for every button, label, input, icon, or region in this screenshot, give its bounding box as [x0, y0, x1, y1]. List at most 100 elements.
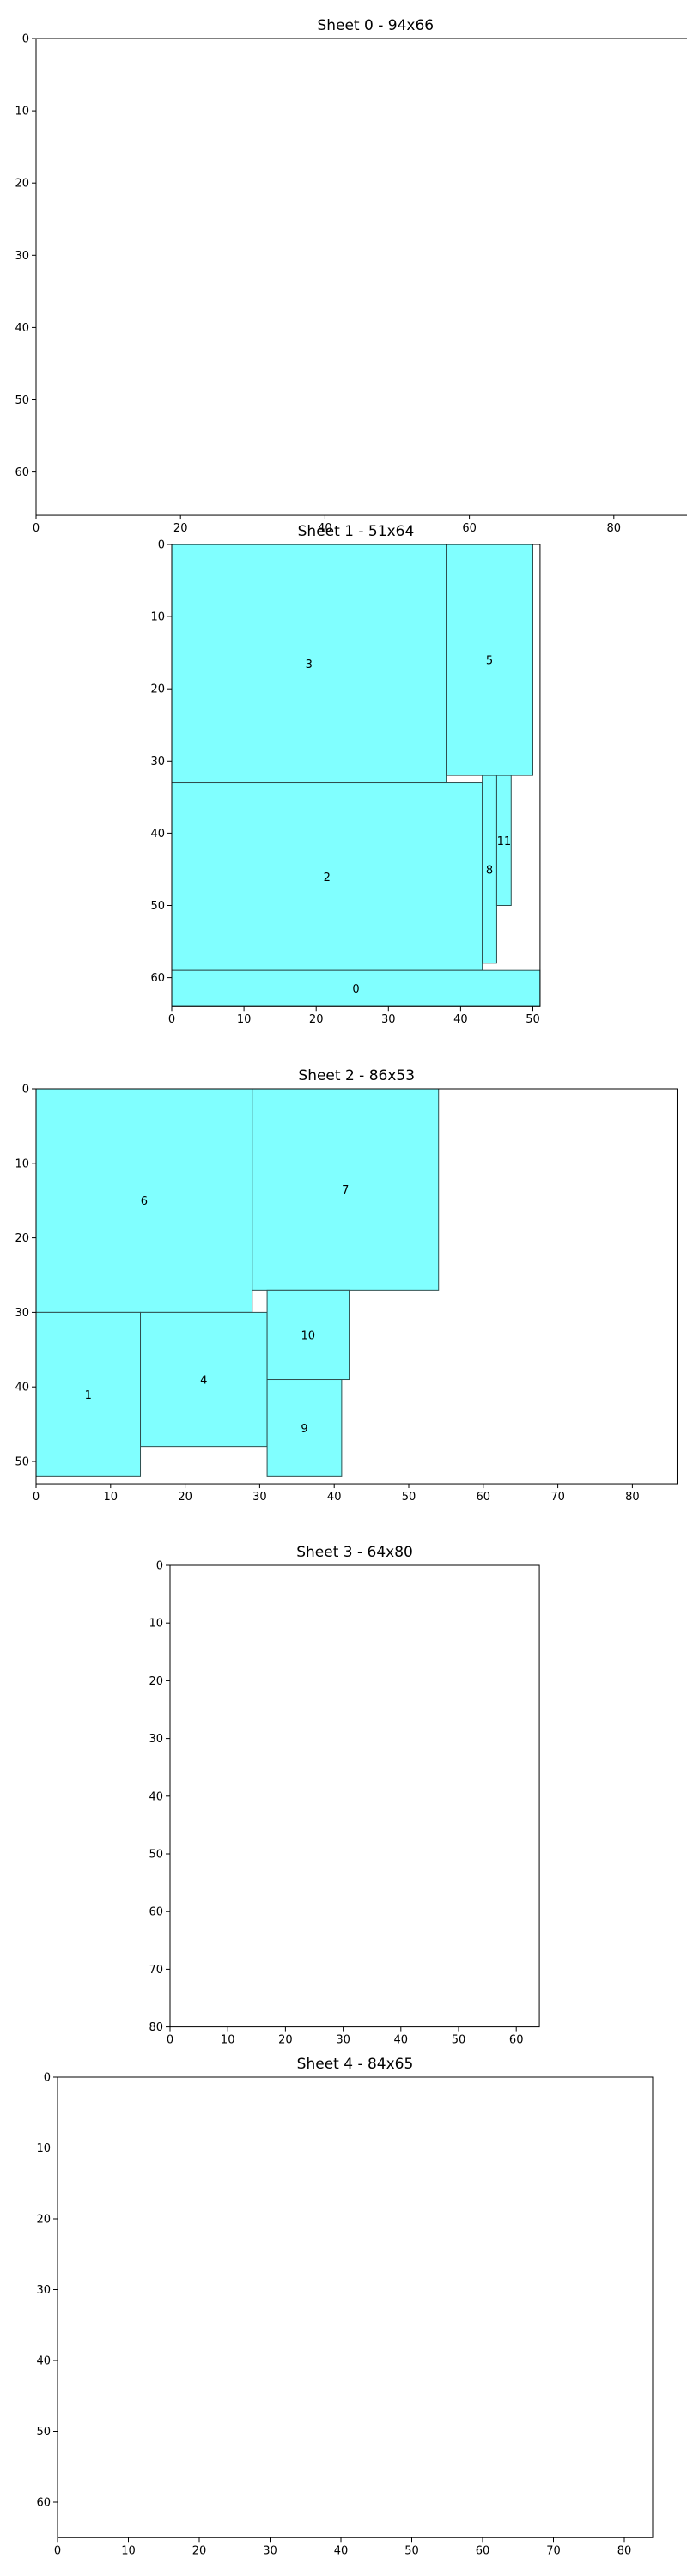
axis-ticks: 0 10 20 30 40 50 60 70 80 0 10 20 30 40 50 60	[36, 2072, 631, 2558]
piece-2-rect	[171, 782, 483, 971]
x-tick-label: 0	[167, 2034, 173, 2047]
x-tick-label: 20	[192, 2544, 207, 2557]
y-tick-label: 50	[149, 1849, 163, 1862]
piece-5-rect	[446, 544, 534, 776]
piece-6-rect	[35, 1088, 253, 1313]
piece-0-label: 0	[352, 983, 359, 996]
y-tick-label: 40	[15, 1382, 29, 1394]
y-tick-label: 10	[15, 106, 29, 118]
x-tick-label: 50	[452, 2034, 466, 2047]
y-tick-label: 60	[149, 1906, 163, 1919]
x-tick-label: 0	[33, 522, 40, 535]
pieces-layer: 3 5 2 8 11 0	[171, 544, 541, 1007]
axis-ticks: 0 10 20 30 40 50 60 0 10 20 30 40 50 60 70 80	[149, 1560, 523, 2047]
y-tick-label: 40	[36, 2355, 51, 2368]
piece-4-rect	[140, 1311, 268, 1448]
sheet-title: Sheet 3 - 64x80	[296, 1544, 413, 1561]
y-tick-label: 40	[150, 828, 165, 841]
y-tick-label: 0	[22, 1084, 29, 1097]
y-tick-label: 40	[15, 322, 29, 335]
y-tick-label: 50	[36, 2426, 51, 2439]
piece-7-label: 7	[342, 1184, 349, 1197]
plot-frame	[35, 38, 687, 516]
plot-frame	[169, 1564, 540, 2028]
piece-11-rect	[495, 775, 512, 906]
y-tick-label: 20	[15, 1232, 29, 1245]
x-tick-label: 10	[237, 1013, 252, 1026]
sheet-title: Sheet 2 - 86x53	[298, 1067, 415, 1084]
sheet-panel-2: Sheet 2 - 86x53 0 10 20 30 40 50 60 70 80 0 10 20 30…	[15, 1067, 678, 1504]
x-tick-label: 50	[404, 2544, 419, 2557]
y-tick-label: 60	[15, 466, 29, 479]
x-tick-label: 10	[121, 2544, 136, 2557]
x-tick-label: 20	[178, 1491, 192, 1504]
y-tick-label: 50	[15, 394, 29, 407]
x-tick-label: 20	[173, 522, 188, 535]
x-tick-label: 0	[168, 1013, 175, 1026]
y-tick-label: 10	[150, 611, 165, 624]
x-tick-label: 10	[221, 2034, 235, 2047]
y-tick-label: 10	[15, 1157, 29, 1170]
sheet-title: Sheet 1 - 51x64	[298, 523, 415, 540]
x-tick-label: 30	[263, 2544, 277, 2557]
axis-ticks: 0 20 40 60 80 0 10 20 30 40 50 60	[15, 33, 621, 536]
x-tick-label: 0	[33, 1491, 40, 1504]
x-tick-label: 80	[617, 2544, 632, 2557]
x-tick-label: 80	[625, 1491, 640, 1504]
y-tick-label: 60	[150, 972, 165, 985]
y-tick-label: 50	[15, 1456, 29, 1469]
y-tick-label: 20	[36, 2214, 51, 2227]
x-tick-label: 40	[318, 522, 332, 535]
x-tick-label: 10	[104, 1491, 119, 1504]
axis-ticks: 0 10 20 30 40 50 60 70 80 0 10 20 30 40 50	[15, 1084, 639, 1504]
piece-9-rect	[266, 1379, 343, 1477]
piece-6-label: 6	[141, 1195, 148, 1208]
x-tick-label: 40	[453, 1013, 468, 1026]
sheet-title: Sheet 0 - 94x66	[317, 17, 434, 34]
y-tick-label: 30	[15, 250, 29, 263]
y-tick-label: 30	[150, 756, 165, 769]
y-tick-label: 10	[149, 1618, 163, 1631]
sheet-panel-0: Sheet 0 - 94x66 0 20 40 60 80 0 10 20 30 40 50 60	[15, 17, 687, 535]
plot-frame	[171, 544, 541, 1007]
plot-frame	[35, 1088, 678, 1485]
x-tick-label: 40	[394, 2034, 409, 2047]
y-tick-label: 60	[36, 2497, 51, 2510]
x-tick-label: 20	[309, 1013, 324, 1026]
sheet-panel-3: Sheet 3 - 64x80 0 10 20 30 40 50 60 0 10 20 30 40 50…	[149, 1544, 540, 2047]
sheet-title: Sheet 4 - 84x65	[297, 2056, 414, 2073]
sheet-panel-4: Sheet 4 - 84x65 0 10 20 30 40 50 60 70 80 0 10 20 30…	[36, 2056, 654, 2558]
y-tick-label: 20	[150, 683, 165, 696]
x-tick-label: 30	[336, 2034, 350, 2047]
x-tick-label: 50	[402, 1491, 416, 1504]
piece-3-rect	[171, 544, 447, 784]
x-tick-label: 30	[252, 1491, 267, 1504]
x-tick-label: 0	[54, 2544, 61, 2557]
piece-2-label: 2	[324, 872, 331, 884]
x-tick-label: 40	[334, 2544, 349, 2557]
piece-8-label: 8	[486, 864, 493, 877]
x-tick-label: 60	[476, 2544, 490, 2557]
piece-10-label: 10	[301, 1329, 316, 1342]
piece-1-label: 1	[85, 1389, 92, 1402]
x-tick-label: 60	[509, 2034, 524, 2047]
x-tick-label: 60	[477, 1491, 491, 1504]
piece-7-rect	[252, 1088, 440, 1291]
x-tick-label: 70	[550, 1491, 565, 1504]
y-tick-label: 0	[156, 1560, 163, 1573]
x-tick-label: 60	[462, 522, 477, 535]
pieces-layer: 6 7 1 4 10 9	[35, 1088, 440, 1477]
y-tick-label: 70	[149, 1964, 163, 1977]
x-tick-label: 40	[327, 1491, 342, 1504]
piece-9-label: 9	[301, 1423, 307, 1436]
y-tick-label: 0	[158, 539, 165, 552]
x-tick-label: 20	[278, 2034, 293, 2047]
plot-frame	[57, 2076, 654, 2538]
sheet-panel-1: Sheet 1 - 51x64 0 10 20 30 40 500102030405060…	[150, 523, 541, 1027]
y-tick-label: 10	[36, 2142, 51, 2155]
piece-11-label: 11	[497, 835, 512, 848]
x-tick-label: 70	[546, 2544, 561, 2557]
y-tick-label: 50	[150, 900, 165, 913]
piece-3-label: 3	[306, 659, 313, 671]
